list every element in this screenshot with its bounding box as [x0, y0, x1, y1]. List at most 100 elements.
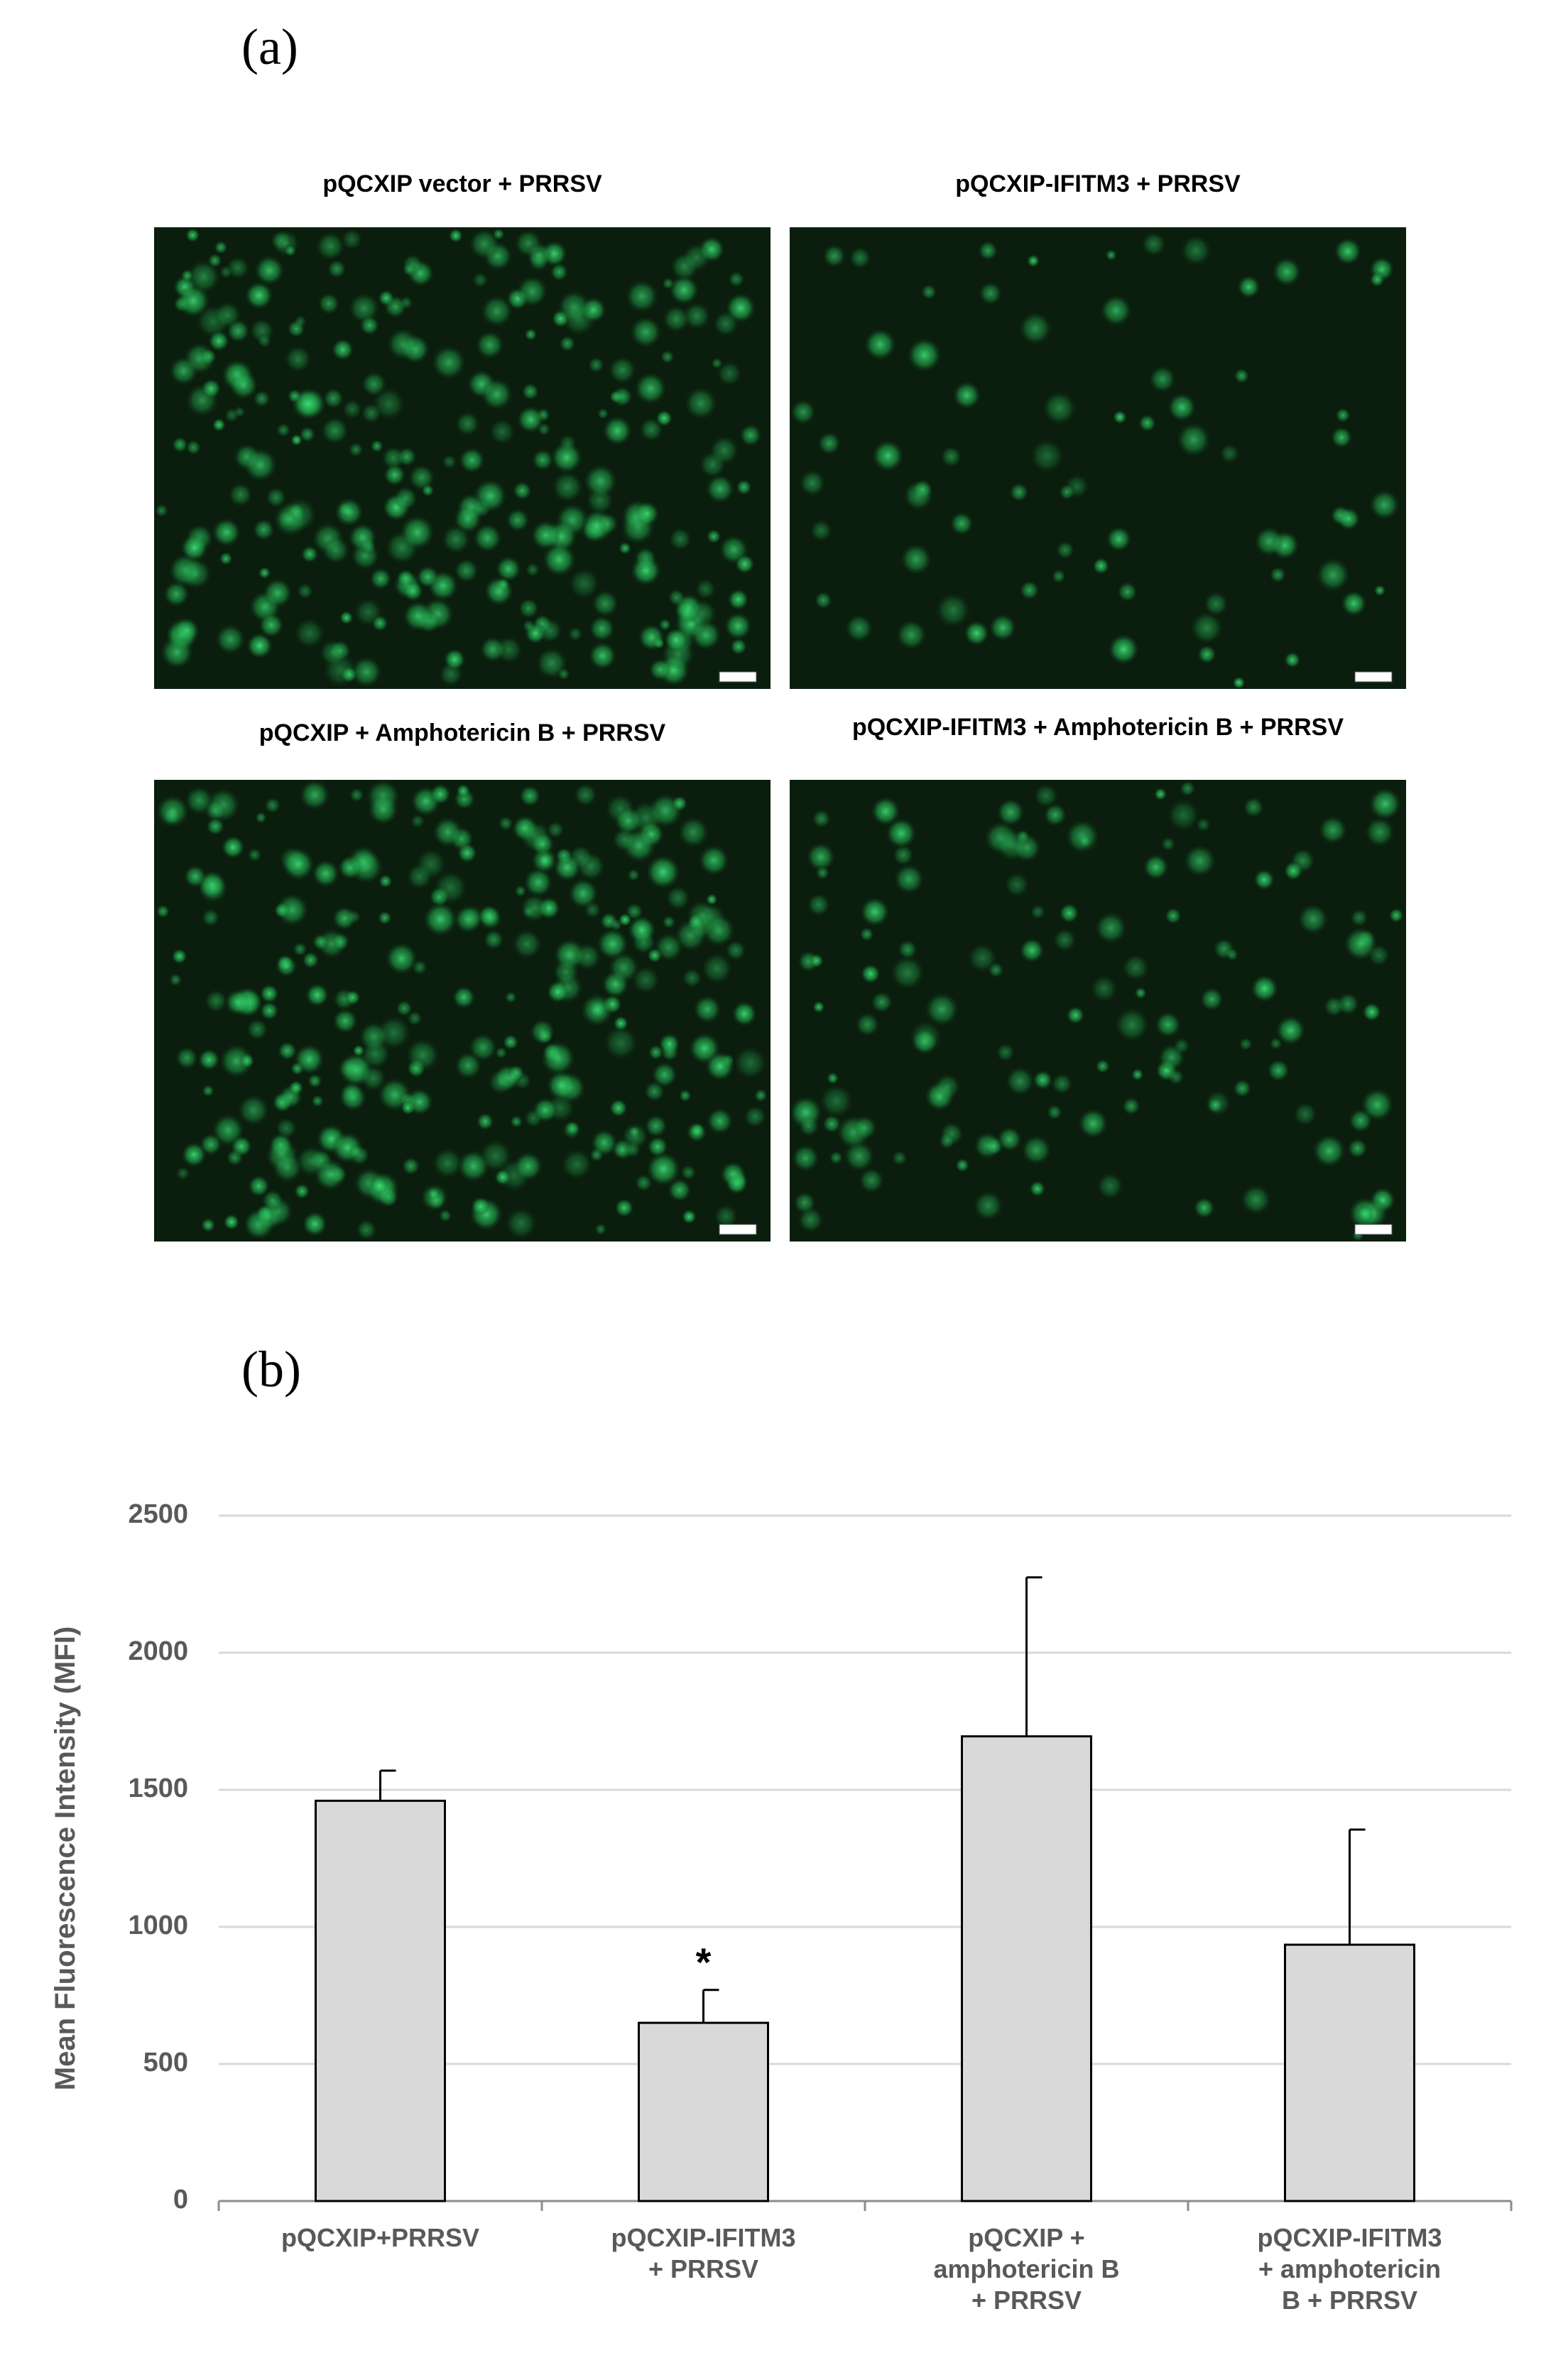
cell	[339, 610, 354, 625]
cell	[829, 1151, 843, 1165]
cell	[332, 1009, 358, 1033]
cell	[614, 1198, 634, 1217]
cell	[628, 1126, 641, 1138]
cell	[180, 269, 194, 282]
cell	[277, 509, 297, 529]
cell	[815, 591, 832, 609]
cell	[1149, 366, 1176, 393]
bar	[961, 1735, 1092, 2202]
error-bar	[1025, 1576, 1042, 1737]
cell	[287, 389, 302, 403]
cell	[305, 983, 329, 1007]
cell	[198, 873, 228, 903]
panel-label: (a)	[241, 18, 298, 75]
cell	[477, 1113, 494, 1131]
cell	[378, 911, 392, 925]
cell	[393, 486, 418, 511]
cell	[322, 388, 344, 409]
cell	[1167, 393, 1197, 422]
cell	[1051, 1073, 1073, 1094]
cell	[174, 617, 200, 643]
cell	[628, 916, 656, 944]
cell	[1368, 788, 1401, 820]
cell	[602, 416, 632, 445]
cell	[662, 277, 675, 290]
cell	[381, 446, 405, 470]
cell	[156, 795, 189, 828]
cell	[550, 263, 569, 281]
cell	[679, 1089, 692, 1102]
cell	[644, 1114, 668, 1137]
cell	[403, 601, 434, 631]
cell	[630, 316, 662, 348]
cell	[797, 1207, 824, 1233]
cell	[531, 847, 557, 874]
cell	[185, 440, 201, 455]
cell	[432, 817, 463, 847]
cell	[370, 1176, 388, 1195]
cell	[820, 1085, 853, 1118]
cell	[744, 1105, 766, 1128]
y-tick-label: 500	[143, 2048, 188, 2077]
cell	[540, 1041, 575, 1075]
cell	[239, 1053, 255, 1069]
cell	[282, 848, 315, 881]
cell	[996, 798, 1025, 826]
cell	[1219, 443, 1239, 464]
cell	[682, 968, 702, 988]
cell	[454, 906, 482, 933]
cell	[1270, 567, 1286, 583]
cell	[206, 817, 224, 836]
cell	[432, 1148, 463, 1179]
cell	[254, 1202, 283, 1231]
cell	[472, 272, 489, 288]
cell	[455, 411, 480, 436]
cell	[296, 1146, 327, 1177]
cell	[731, 1001, 757, 1026]
cell	[454, 505, 482, 533]
cell	[658, 1033, 680, 1055]
y-axis-title: Mean Fluorescence Intensity (MFI)	[50, 1626, 81, 2090]
cell	[668, 528, 692, 550]
cell	[185, 228, 200, 243]
cell	[522, 619, 535, 633]
cell	[552, 959, 579, 985]
cell	[201, 1217, 216, 1232]
cell	[1113, 410, 1127, 424]
cell	[609, 356, 636, 384]
cell	[714, 1205, 738, 1229]
cell	[686, 1121, 707, 1143]
cell	[1337, 507, 1361, 531]
cell	[1344, 927, 1378, 961]
cell	[372, 388, 405, 420]
y-tick-label: 0	[173, 2185, 188, 2215]
cell	[1193, 1197, 1215, 1219]
cell	[953, 381, 981, 409]
cell	[547, 821, 565, 839]
cell	[1078, 1109, 1109, 1139]
cell	[332, 338, 354, 361]
cell	[702, 913, 735, 947]
cell	[736, 479, 752, 496]
cell	[1334, 237, 1361, 266]
cell	[205, 989, 228, 1013]
cell	[294, 1183, 310, 1200]
cell	[693, 995, 722, 1023]
cell	[383, 464, 405, 487]
cell	[1167, 799, 1199, 831]
cell	[717, 361, 742, 386]
cell	[516, 276, 548, 307]
cell	[276, 423, 290, 438]
cell	[644, 1081, 665, 1102]
cell	[205, 800, 226, 821]
cell	[506, 1207, 537, 1239]
cell	[611, 386, 633, 407]
cell	[320, 639, 346, 666]
cell	[822, 1114, 842, 1134]
cell	[978, 241, 998, 261]
cell	[347, 846, 379, 877]
cell	[648, 1044, 664, 1060]
cell	[489, 418, 516, 445]
cell	[979, 281, 1002, 305]
